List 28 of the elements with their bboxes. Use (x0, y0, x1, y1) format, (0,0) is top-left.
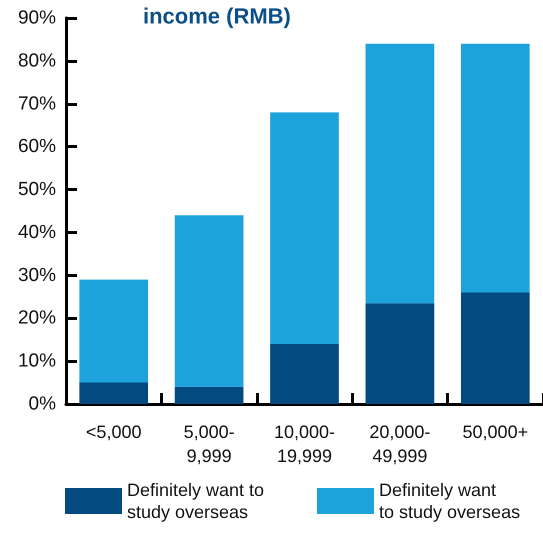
x-tick-label: 20,000-49,999 (369, 422, 430, 466)
bar (270, 112, 339, 344)
y-tick-label: 90% (18, 8, 56, 28)
y-tick-label: 30% (18, 264, 56, 286)
bar (79, 280, 148, 383)
y-tick-label: 50% (18, 179, 56, 200)
y-tick-label: 10% (18, 350, 56, 372)
bar (174, 386, 244, 404)
y-tick-label: 60% (18, 136, 56, 158)
legend-label: Definitely want to study overseas (379, 480, 520, 522)
x-tick-label: 10,000-19,999 (274, 422, 336, 466)
y-tick-label: 20% (18, 308, 56, 329)
x-tick-label: 50,000+ (462, 422, 528, 442)
chart-title: income (RMB) (143, 4, 291, 28)
x-tick-label: 5,000-9,999 (184, 422, 235, 466)
bar (460, 292, 530, 404)
bar (79, 382, 148, 404)
bar (270, 344, 339, 404)
bar (174, 215, 244, 387)
y-tick-label: 70% (18, 93, 56, 114)
y-tick-label: 0% (28, 394, 56, 414)
y-tick-label: 80% (18, 50, 56, 72)
bar (366, 303, 434, 404)
y-tick-label: 40% (18, 222, 56, 243)
x-tick-label: <5,000 (86, 422, 142, 442)
bar (366, 44, 434, 304)
legend-label: Definitely want to study overseas (127, 480, 264, 522)
bar (460, 44, 530, 292)
